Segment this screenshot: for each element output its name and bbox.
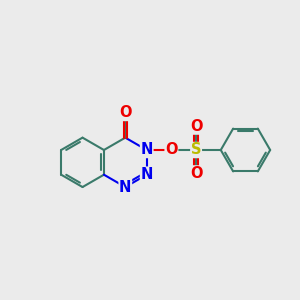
Text: O: O: [190, 119, 202, 134]
Text: O: O: [119, 106, 132, 121]
Text: N: N: [119, 179, 131, 194]
Text: O: O: [190, 166, 202, 181]
Text: O: O: [165, 142, 178, 158]
Text: N: N: [140, 142, 153, 158]
Text: S: S: [191, 142, 201, 158]
Text: N: N: [140, 167, 153, 182]
